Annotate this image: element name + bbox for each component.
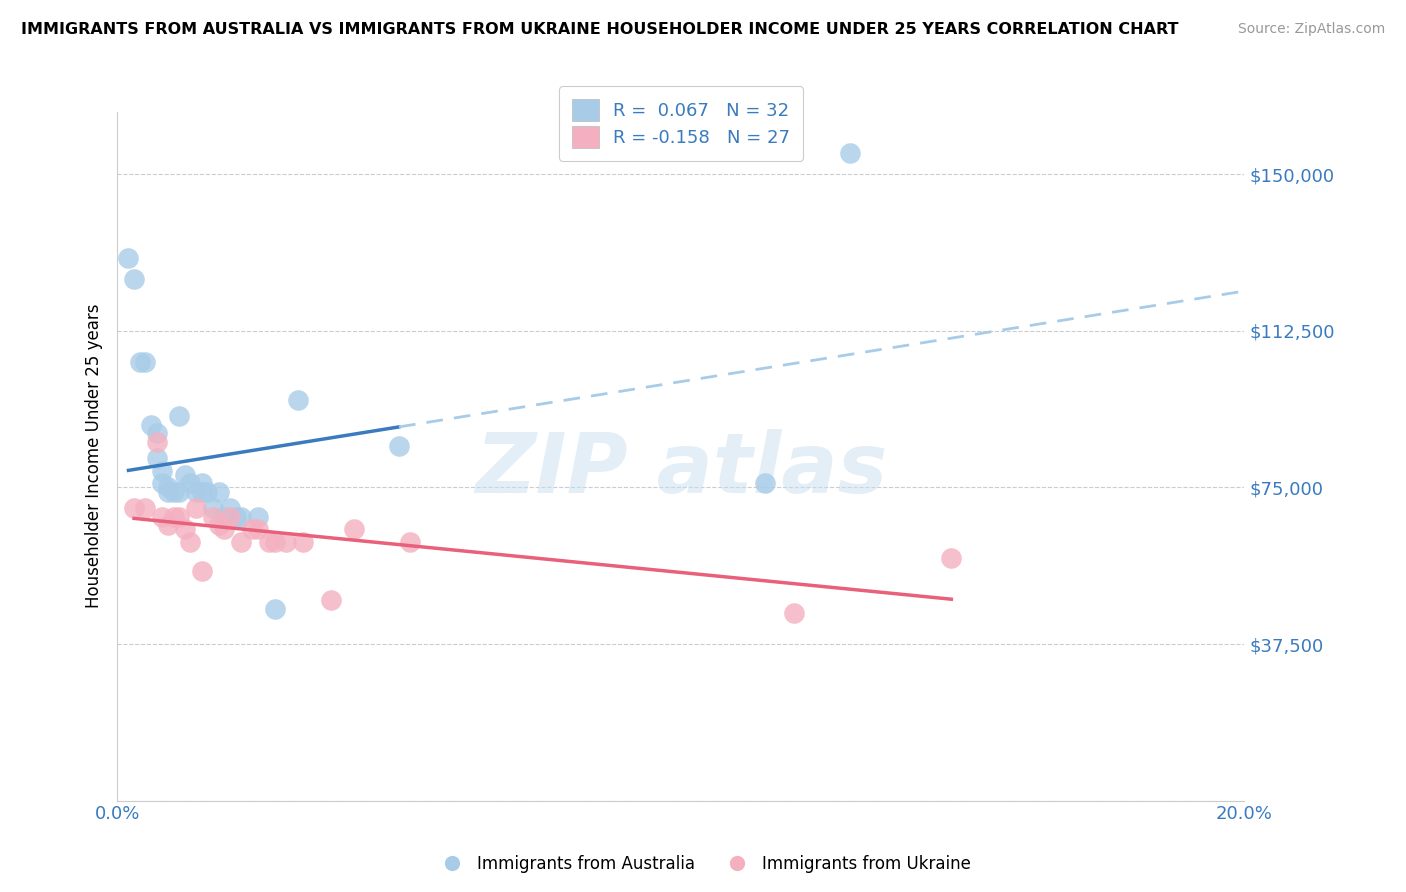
Point xyxy=(145,451,167,466)
Point xyxy=(184,501,207,516)
Text: IMMIGRANTS FROM AUSTRALIA VS IMMIGRANTS FROM UKRAINE HOUSEHOLDER INCOME UNDER 25: IMMIGRANTS FROM AUSTRALIA VS IMMIGRANTS … xyxy=(21,22,1178,37)
Point xyxy=(214,509,236,524)
Point xyxy=(264,601,287,615)
Point xyxy=(941,551,963,566)
Point xyxy=(247,509,270,524)
Point xyxy=(838,146,860,161)
Point xyxy=(219,501,242,516)
Point xyxy=(276,534,298,549)
Point xyxy=(145,434,167,449)
Y-axis label: Householder Income Under 25 years: Householder Income Under 25 years xyxy=(86,304,103,608)
Point xyxy=(208,484,231,499)
Point xyxy=(225,509,247,524)
Point xyxy=(167,509,190,524)
Point xyxy=(128,355,150,369)
Point xyxy=(179,476,201,491)
Point xyxy=(162,509,184,524)
Point xyxy=(190,564,212,578)
Point xyxy=(782,606,804,620)
Point xyxy=(264,534,287,549)
Text: ZIP atlas: ZIP atlas xyxy=(475,429,887,510)
Point xyxy=(242,522,264,536)
Point xyxy=(173,522,195,536)
Point xyxy=(139,417,162,432)
Point xyxy=(167,484,190,499)
Point xyxy=(201,501,224,516)
Legend: Immigrants from Australia, Immigrants from Ukraine: Immigrants from Australia, Immigrants fr… xyxy=(429,848,977,880)
Point xyxy=(321,593,343,607)
Point xyxy=(247,522,270,536)
Point xyxy=(156,518,179,533)
Point xyxy=(190,476,212,491)
Point xyxy=(343,522,366,536)
Point xyxy=(150,509,173,524)
Point xyxy=(231,509,253,524)
Point xyxy=(162,484,184,499)
Point xyxy=(754,476,776,491)
Point xyxy=(145,426,167,441)
Point xyxy=(399,534,422,549)
Point xyxy=(287,392,309,407)
Point xyxy=(173,467,195,482)
Point xyxy=(167,409,190,424)
Point xyxy=(219,509,242,524)
Point xyxy=(292,534,315,549)
Legend: R =  0.067   N = 32, R = -0.158   N = 27: R = 0.067 N = 32, R = -0.158 N = 27 xyxy=(560,87,803,161)
Point xyxy=(214,522,236,536)
Point xyxy=(184,484,207,499)
Point xyxy=(156,484,179,499)
Point xyxy=(195,484,218,499)
Point xyxy=(231,534,253,549)
Point xyxy=(150,476,173,491)
Point xyxy=(134,355,156,369)
Point xyxy=(150,464,173,478)
Point xyxy=(201,509,224,524)
Point xyxy=(122,271,145,285)
Point xyxy=(122,501,145,516)
Point xyxy=(179,534,201,549)
Point xyxy=(208,518,231,533)
Text: Source: ZipAtlas.com: Source: ZipAtlas.com xyxy=(1237,22,1385,37)
Point xyxy=(190,484,212,499)
Point xyxy=(134,501,156,516)
Point xyxy=(117,251,139,265)
Point xyxy=(156,480,179,494)
Point xyxy=(388,439,411,453)
Point xyxy=(259,534,281,549)
